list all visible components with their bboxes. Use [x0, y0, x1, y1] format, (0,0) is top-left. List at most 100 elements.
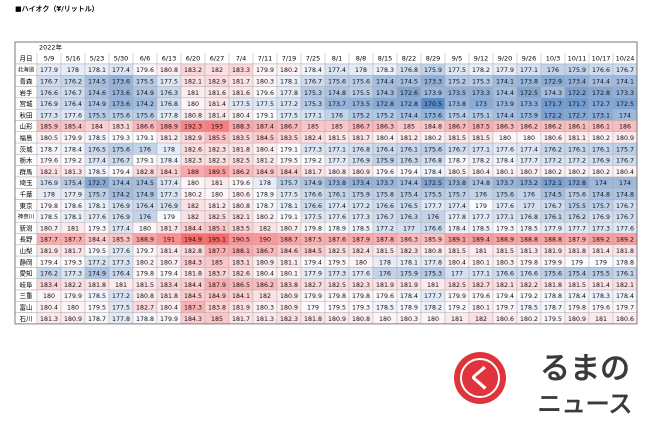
cell-value: 172.6 [400, 90, 418, 97]
cell-value: 181.8 [616, 248, 634, 255]
cell-value: 178.4 [616, 293, 634, 300]
cell-value: 178 [379, 259, 391, 266]
cell-value: 187.9 [208, 282, 226, 289]
cell-value: 180.1 [280, 271, 298, 278]
cell-value: 180.1 [472, 259, 490, 266]
cell-value: 175.9 [352, 191, 370, 198]
cell-value: 179.5 [328, 304, 346, 311]
cell-value: 178.4 [448, 225, 466, 232]
cell-value: 184.4 [280, 169, 298, 176]
cell-value: 178.1 [400, 259, 418, 266]
cell-value: 186.3 [376, 124, 394, 131]
cell-value: 182.5 [328, 282, 346, 289]
cell-value: 175.3 [304, 101, 322, 108]
cell-value: 181.7 [352, 135, 370, 142]
cell-value: 175.9 [400, 271, 418, 278]
cell-value: 185.5 [208, 135, 226, 142]
cell-value: 179.3 [352, 304, 370, 311]
cell-value: 176.3 [400, 214, 418, 221]
cell-value: 181.6 [208, 90, 226, 97]
cell-value: 186.1 [568, 124, 586, 131]
cell-value: 181 [451, 316, 463, 323]
cell-value: 179.3 [88, 225, 106, 232]
cell-value: 187.5 [472, 124, 490, 131]
cell-value: 172.5 [424, 180, 442, 187]
cell-value: 181.4 [160, 248, 178, 255]
cell-value: 182.3 [400, 248, 418, 255]
column-header: 10/17 [592, 55, 611, 63]
cell-value: 180.4 [472, 169, 490, 176]
cell-value: 174.9 [136, 90, 154, 97]
cell-value: 183.2 [184, 67, 202, 74]
cell-value: 176 [523, 191, 535, 198]
cell-value: 180.9 [280, 293, 298, 300]
row-label: 栃木 [20, 156, 34, 165]
row-label: 石川 [20, 315, 33, 323]
row-label: 愛知 [20, 269, 33, 278]
cell-value: 176.2 [40, 271, 58, 278]
cell-value: 172.2 [568, 90, 586, 97]
row-label: 北海道 [18, 66, 35, 74]
cell-value: 178.4 [424, 169, 442, 176]
cell-value: 172.8 [400, 101, 418, 108]
cell-value: 178.4 [160, 158, 178, 165]
cell-value: 176.1 [568, 146, 586, 153]
cell-value: 176.8 [160, 101, 178, 108]
cell-value: 177.9 [544, 225, 562, 232]
cell-value: 174 [619, 180, 631, 187]
cell-value: 176.7 [448, 146, 466, 153]
cell-value: 182.7 [304, 282, 322, 289]
cell-value: 175.5 [88, 112, 106, 119]
cell-value: 177.2 [544, 158, 562, 165]
cell-value: 177.3 [304, 146, 322, 153]
column-header: 8/1 [332, 55, 342, 63]
cell-value: 180.8 [424, 248, 442, 255]
cell-value: 182 [475, 316, 487, 323]
cell-value: 178.9 [256, 191, 274, 198]
cell-value: 173.8 [520, 78, 538, 85]
column-header: 6/27 [210, 55, 225, 63]
cell-value: 175.5 [424, 191, 442, 198]
cell-value: 181 [67, 225, 79, 232]
cell-value: 176.3 [400, 158, 418, 165]
cell-value: 178.7 [40, 146, 58, 153]
column-header: 10/11 [568, 55, 587, 63]
cell-value: 176 [379, 271, 391, 278]
cell-value: 172.8 [568, 180, 586, 187]
cell-value: 177.2 [88, 259, 106, 266]
cell-value: 180.2 [136, 259, 154, 266]
cell-value: 178.2 [424, 304, 442, 311]
logo-line1: るまの [540, 352, 630, 387]
cell-value: 176.7 [616, 158, 634, 165]
cell-value: 180.4 [616, 169, 634, 176]
cell-value: 174.8 [616, 191, 634, 198]
cell-value: 182.5 [328, 248, 346, 255]
cell-value: 173.8 [328, 180, 346, 187]
cell-value: 173.9 [496, 101, 514, 108]
cell-value: 178 [163, 146, 175, 153]
cell-value: 176.1 [400, 146, 418, 153]
cell-value: 179.3 [112, 135, 130, 142]
cell-value: 175.7 [616, 146, 634, 153]
cell-value: 174.8 [472, 180, 490, 187]
cell-value: 180 [43, 293, 55, 300]
cell-value: 177.2 [280, 101, 298, 108]
cell-value: 185.9 [40, 124, 58, 131]
cell-value: 180.8 [352, 316, 370, 323]
cell-value: 180.8 [328, 169, 346, 176]
cell-value: 176.9 [592, 158, 610, 165]
cell-value: 174.9 [304, 180, 322, 187]
cell-value: 177.4 [160, 180, 178, 187]
cell-value: 171.7 [568, 101, 586, 108]
cell-value: 175.9 [568, 67, 586, 74]
cell-value: 186.5 [232, 282, 250, 289]
cell-value: 180 [187, 180, 199, 187]
cell-value: 179.6 [256, 90, 274, 97]
cell-value: 186 [619, 124, 631, 131]
cell-value: 177.8 [424, 259, 442, 266]
cell-value: 177.9 [304, 271, 322, 278]
row-label: 宮城 [20, 99, 34, 108]
cell-value: 189.4 [472, 237, 490, 244]
cell-value: 175.3 [424, 271, 442, 278]
